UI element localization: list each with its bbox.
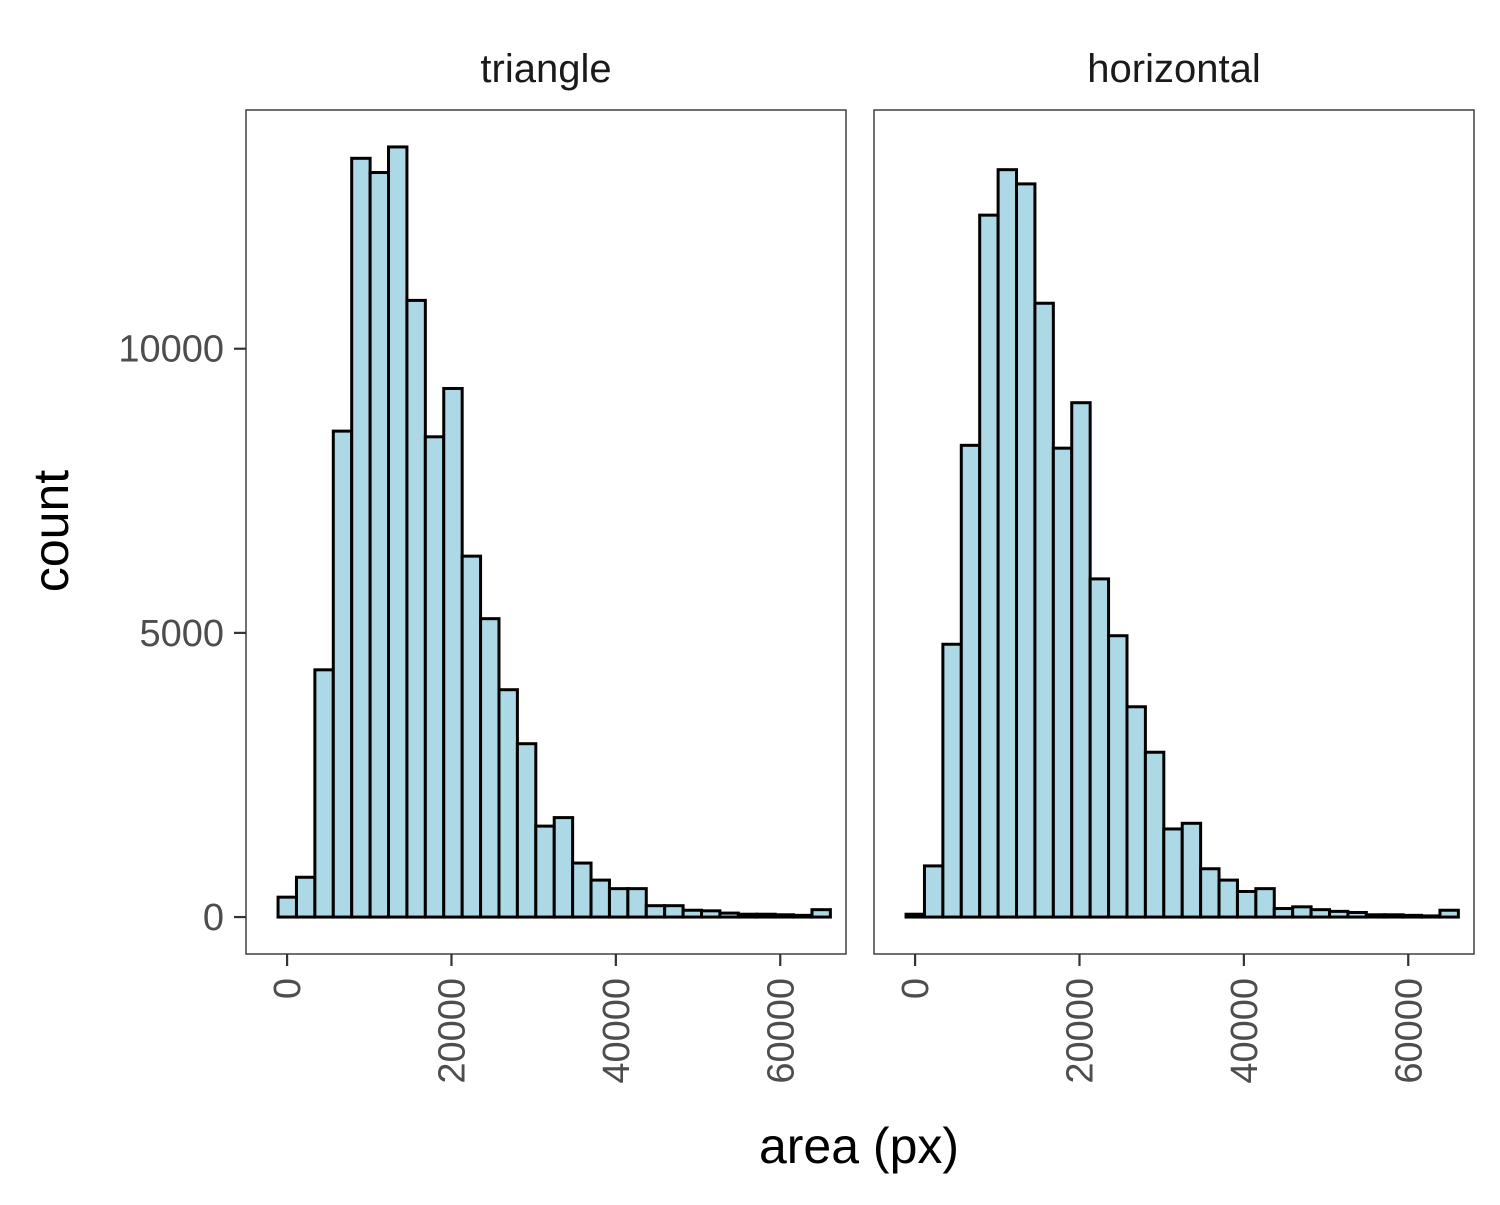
histogram-bar: [1235, 889, 1258, 919]
histogram-bar: [479, 617, 501, 919]
histogram-bar: [423, 435, 446, 919]
y-axis-title: count: [23, 470, 79, 592]
histogram-bar: [368, 171, 391, 919]
histogram-bar: [663, 904, 685, 919]
histogram-bar: [1107, 634, 1129, 919]
histogram-bar: [294, 875, 317, 919]
histogram-bar: [571, 861, 593, 919]
histogram-bar: [276, 895, 298, 919]
histogram-bar: [1033, 301, 1055, 919]
histogram-bar: [1051, 446, 1074, 919]
histogram-bar: [1070, 401, 1092, 919]
histogram-bar: [996, 168, 1019, 919]
x-ticks-horizontal: 0 20000 40000 60000: [895, 954, 1430, 1084]
histogram-bar: [313, 668, 335, 919]
facet-label-horizontal: horizontal: [1087, 47, 1260, 91]
histogram-bar: [1015, 182, 1037, 919]
x-tick-label: 60000: [1388, 978, 1430, 1084]
x-tick-label: 0: [895, 978, 937, 999]
histogram-bar: [1143, 750, 1166, 919]
x-tick-label: 0: [267, 978, 309, 999]
x-tick-label: 20000: [431, 978, 473, 1084]
histogram-bar: [1180, 821, 1203, 919]
histogram-bar: [1254, 887, 1276, 919]
histogram-bar: [681, 908, 704, 919]
histogram-bar: [700, 909, 722, 919]
x-tick-label: 60000: [760, 978, 802, 1084]
histogram-bar: [626, 887, 648, 919]
histogram-bar: [1272, 907, 1295, 919]
histogram-bar: [1383, 913, 1405, 919]
histogram-bar: [718, 911, 740, 919]
histogram-bar: [515, 742, 538, 919]
histogram-bar: [978, 213, 1000, 919]
x-tick-label: 20000: [1059, 978, 1101, 1084]
histogram-bar: [792, 913, 814, 919]
histogram-bar: [607, 887, 630, 919]
histogram-bar: [1217, 878, 1239, 919]
histogram-bar: [387, 145, 409, 919]
histogram-bar: [1420, 914, 1442, 919]
histogram-bar: [773, 913, 796, 919]
histogram-bar: [1364, 913, 1387, 919]
histogram-bar: [1199, 867, 1221, 919]
histogram-bar: [755, 912, 777, 919]
histogram-bar: [442, 386, 464, 919]
y-tick-label: 0: [203, 897, 224, 939]
histogram-bar: [1438, 908, 1460, 919]
histogram-bar: [552, 816, 575, 919]
histogram-bar: [1401, 913, 1424, 919]
histogram-bar: [497, 688, 519, 919]
y-axis: 0 5000 10000: [118, 329, 246, 939]
histogram-bar: [331, 429, 354, 919]
histogram-bar: [1088, 577, 1111, 919]
panels-layer: triangle horizontal: [245, 47, 1475, 955]
histogram-bar: [1162, 827, 1184, 919]
histogram-bar: [350, 156, 372, 919]
histogram-bar: [589, 878, 611, 919]
histogram-bar: [1125, 705, 1147, 919]
y-tick-label: 5000: [139, 613, 224, 655]
histogram-bar: [1309, 908, 1332, 919]
histogram-bar: [736, 912, 759, 919]
x-axis: 0 20000 40000 60000 0 20000 40000 60000: [267, 954, 1430, 1084]
x-tick-label: 40000: [1224, 978, 1266, 1084]
histogram-bar: [1291, 905, 1313, 919]
histogram-bar: [922, 864, 945, 919]
x-axis-title: area (px): [759, 1118, 959, 1174]
facet-label-triangle: triangle: [480, 47, 611, 91]
histogram-bar: [941, 642, 963, 919]
histogram-bar: [534, 824, 556, 919]
histogram-bar: [1346, 911, 1368, 919]
histogram-bar: [959, 443, 982, 919]
panel-horizontal: horizontal: [873, 47, 1475, 955]
histogram-bar: [460, 554, 483, 919]
panel-triangle: triangle: [245, 47, 847, 955]
histogram-bar: [405, 298, 427, 919]
bars-horizontal: [904, 168, 1460, 919]
histogram-bar: [1328, 909, 1350, 919]
x-ticks-triangle: 0 20000 40000 60000: [267, 954, 802, 1084]
histogram-bar: [904, 912, 926, 919]
histogram-bar: [644, 904, 667, 919]
x-tick-label: 40000: [596, 978, 638, 1084]
y-tick-label: 10000: [118, 329, 224, 371]
bars-triangle: [276, 145, 832, 919]
histogram-bar: [810, 908, 832, 919]
